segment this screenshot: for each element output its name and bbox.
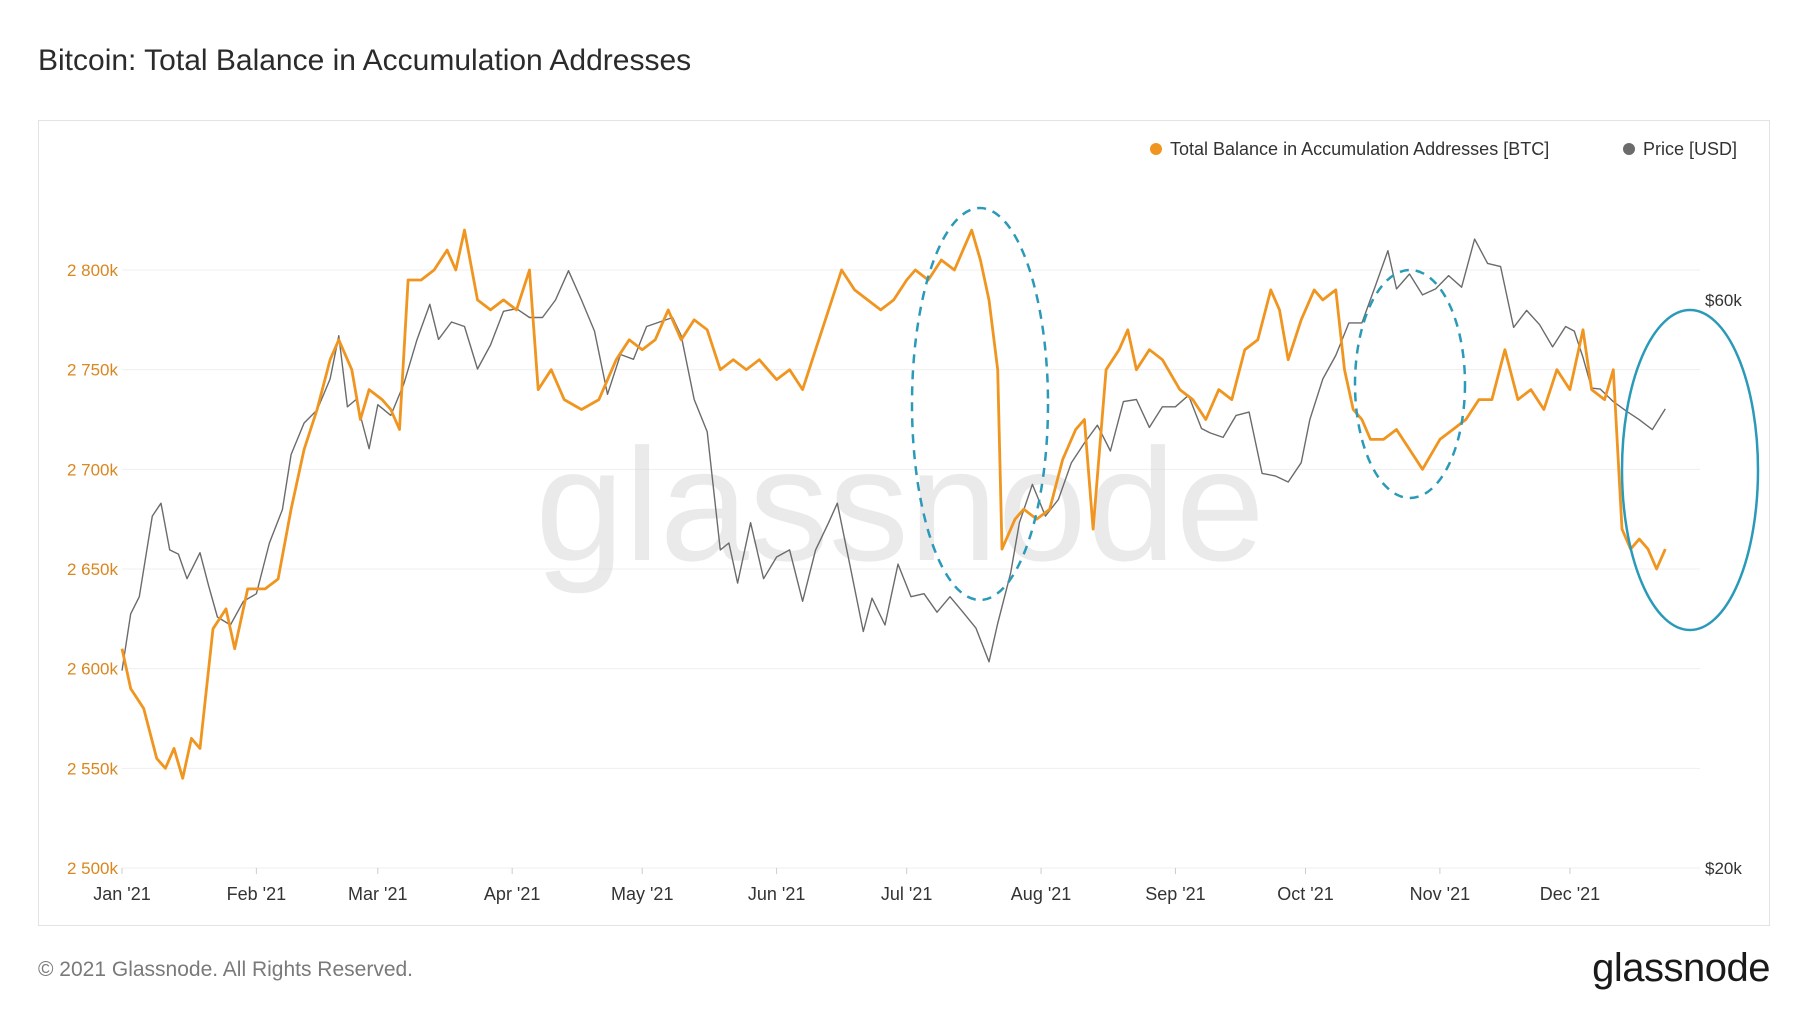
y-axis-right: $20k $60k <box>1705 291 1742 878</box>
y-axis-left: 2 500k 2 550k 2 600k 2 650k 2 700k 2 750k 2 80… <box>67 261 119 878</box>
x-tick-label: Mar '21 <box>348 884 407 904</box>
x-tick-label: Jan '21 <box>93 884 150 904</box>
y-left-tick-label: 2 550k <box>67 759 119 778</box>
x-tick-label: Jul '21 <box>881 884 932 904</box>
x-tick-label: Oct '21 <box>1277 884 1333 904</box>
legend-label: Price [USD] <box>1643 139 1737 159</box>
y-left-tick-label: 2 600k <box>67 660 119 679</box>
y-left-tick-label: 2 700k <box>67 460 119 479</box>
x-tick-label: May '21 <box>611 884 673 904</box>
balance-series-group <box>120 228 1667 780</box>
glassnode-logo: glassnode <box>1592 946 1770 990</box>
legend-item-0[interactable]: Total Balance in Accumulation Addresses … <box>1150 139 1549 159</box>
copyright-text: © 2021 Glassnode. All Rights Reserved. <box>38 958 414 981</box>
legend-label: Total Balance in Accumulation Addresses … <box>1170 139 1549 159</box>
grid-layer <box>122 269 1700 869</box>
chart-frame <box>38 120 1770 926</box>
highlight-layer <box>910 206 1760 632</box>
y-right-tick-label: $20k <box>1705 859 1742 878</box>
x-tick-label: Jun '21 <box>748 884 805 904</box>
y-left-tick-label: 2 500k <box>67 859 119 878</box>
y-right-tick-label: $60k <box>1705 291 1742 310</box>
x-tick-label: Sep '21 <box>1145 884 1206 904</box>
x-tick-label: Dec '21 <box>1540 884 1600 904</box>
x-tick-label: Nov '21 <box>1410 884 1470 904</box>
y-left-tick-label: 2 800k <box>67 261 119 280</box>
legend[interactable]: Total Balance in Accumulation Addresses … <box>1150 139 1737 159</box>
highlight-ellipse-oct <box>1353 268 1467 500</box>
x-tick-label: Aug '21 <box>1011 884 1072 904</box>
highlight-ellipse-jul <box>910 206 1050 602</box>
x-axis: Jan '21 Feb '21 Mar '21 Apr '21 May '21 Jun '… <box>93 868 1600 904</box>
x-tick-label: Feb '21 <box>227 884 286 904</box>
price-series-group <box>121 238 1666 671</box>
x-tick-label: Apr '21 <box>484 884 540 904</box>
balance-series-line <box>120 228 1667 780</box>
chart-title: Bitcoin: Total Balance in Accumulation A… <box>38 44 692 77</box>
legend-item-1[interactable]: Price [USD] <box>1623 139 1737 159</box>
watermark-logo: glassnode <box>535 415 1264 594</box>
y-left-tick-label: 2 650k <box>67 560 119 579</box>
highlight-ellipse-dec <box>1620 308 1760 632</box>
series-layer <box>120 228 1667 780</box>
legend-marker <box>1623 143 1635 155</box>
legend-marker <box>1150 143 1162 155</box>
y-left-tick-label: 2 750k <box>67 361 119 380</box>
